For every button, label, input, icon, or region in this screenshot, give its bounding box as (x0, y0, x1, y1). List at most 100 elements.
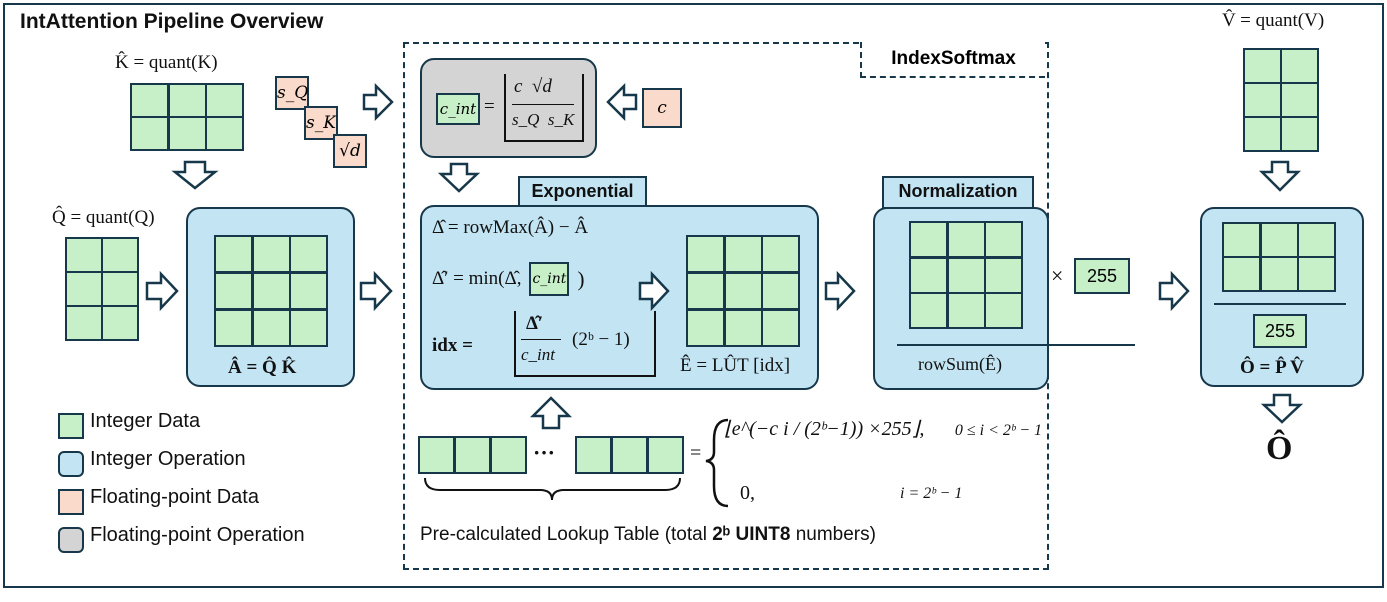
matrix-cell (1282, 50, 1317, 82)
lut-brace (424, 477, 681, 501)
index-softmax-label: IndexSoftmax (860, 42, 1045, 78)
arrow-right-icon (145, 270, 179, 312)
idx-scale: (2ᵇ − 1) (572, 329, 630, 350)
lut-cells-start (418, 436, 527, 474)
matrix-cell (648, 438, 682, 472)
matrix-cell (725, 310, 761, 345)
c-int-box-min: c_int (529, 262, 570, 296)
arrow-right-icon (1158, 270, 1190, 312)
normalization-tab: Normalization (882, 176, 1034, 209)
output-result: Ô (1266, 430, 1293, 467)
matrix-cell (67, 307, 101, 339)
matrix-cell (491, 438, 525, 472)
normalization-operation (873, 207, 1049, 390)
matrix-cell (1282, 84, 1317, 116)
outer-frame (3, 3, 1384, 588)
arrow-right-icon (359, 270, 393, 312)
matrix-cell (132, 118, 167, 149)
idx-denominator: c_int (521, 345, 555, 364)
matrix-cell (1245, 118, 1280, 150)
arrow-left-icon (606, 82, 638, 122)
c-int-box: c_int (436, 93, 480, 125)
matrix-cell (216, 273, 251, 309)
idx-floor-bracket: Δ̂′ c_int (2ᵇ − 1) (514, 311, 656, 377)
matrix-cell (420, 438, 454, 472)
arrow-down-icon (1258, 160, 1302, 192)
legend-float-data: Floating-point Data (90, 486, 259, 508)
c-int-operation: c_int = c √d s_Q s_K (420, 58, 597, 158)
lut-caption: Pre-calculated Lookup Table (total 2ᵇ UI… (420, 524, 876, 546)
matrix-cell (688, 237, 723, 272)
p-matrix (1222, 222, 1336, 292)
matrix-cell (763, 237, 798, 272)
sqrt-d-box: √d (333, 134, 367, 168)
matrix-cell (1245, 84, 1280, 116)
matrix-cell (291, 237, 326, 272)
times-sign: × (1051, 263, 1064, 288)
v-matrix (1243, 48, 1319, 152)
e-label: Ê = LÛT [idx] (680, 355, 791, 376)
lut-case2-cond: i = 2ᵇ − 1 (900, 485, 963, 502)
matrix-cell (1282, 118, 1317, 150)
row-sum-label: rowSum(Ê) (918, 354, 1002, 374)
matrix-cell (169, 118, 205, 149)
matrix-cell (207, 85, 242, 116)
matrix-cell (1224, 224, 1259, 256)
cases-brace (705, 418, 729, 508)
matrix-cell (763, 273, 798, 309)
e-matrix-norm (909, 221, 1023, 329)
lut-ellipsis: ··· (533, 440, 556, 465)
matrix-cell (103, 273, 137, 305)
matrix-cell (688, 273, 723, 309)
legend-float-op: Floating-point Operation (90, 524, 305, 546)
legend-swatch-float-data (58, 489, 84, 515)
matrix-cell (169, 85, 205, 116)
lut-cells-end (575, 436, 684, 474)
matrix-cell (216, 310, 251, 345)
qk-matmul-operation: Â = Q̂ K̂ (186, 207, 355, 387)
q-matrix (65, 237, 139, 341)
o-label: Ô = P̂ V̂ (1240, 357, 1304, 378)
a-matrix (214, 235, 328, 347)
lut-caption-type: UINT8 (735, 524, 791, 545)
lut-case1-cond: 0 ≤ i < 2ᵇ − 1 (954, 422, 1042, 439)
exponential-operation: Δ̂ = rowMax(Â) − Â Δ̂′ = min(Δ̂, c_int )… (420, 205, 819, 390)
delta-prime-row: Δ̂′ = min(Δ̂, c_int ) (432, 262, 584, 296)
matrix-cell (103, 239, 137, 271)
k-matrix (130, 83, 244, 151)
matrix-cell (763, 310, 798, 345)
v-label: V̂ = quant(V) (1222, 10, 1325, 31)
matrix-cell (1261, 224, 1297, 256)
arrow-down-icon (437, 162, 481, 193)
matrix-cell (725, 237, 761, 272)
arrow-down-icon (1260, 393, 1304, 424)
matrix-cell (577, 438, 611, 472)
lut-case1-expr: ⌊e^(−c i / (2ᵇ−1)) ×255⌋, (724, 418, 925, 440)
matrix-cell (253, 273, 289, 309)
legend-swatch-integer-data (58, 413, 84, 439)
arrow-right-icon (638, 270, 670, 312)
matrix-cell (725, 273, 761, 309)
matrix-cell (948, 294, 984, 327)
matrix-cell (911, 258, 946, 292)
q-label: Q̂ = quant(Q) (52, 207, 155, 228)
s-q-box: s_Q (275, 76, 309, 110)
matrix-cell (948, 258, 984, 292)
lut-case2-expr: 0, (740, 482, 755, 504)
matrix-cell (132, 85, 167, 116)
output-fraction-bar (1214, 303, 1346, 305)
matrix-cell (67, 239, 101, 271)
matrix-cell (291, 273, 326, 309)
legend-swatch-integer-op (58, 451, 84, 477)
arrow-right-icon (362, 82, 394, 122)
idx-fraction-bar (521, 339, 561, 340)
matrix-cell (986, 223, 1021, 256)
delta-formula: Δ̂ = rowMax(Â) − Â (432, 217, 589, 238)
matrix-cell (612, 438, 647, 472)
matrix-cell (688, 310, 723, 345)
matrix-cell (948, 223, 984, 256)
scale-255-box: 255 (1074, 258, 1130, 294)
matrix-cell (67, 273, 101, 305)
